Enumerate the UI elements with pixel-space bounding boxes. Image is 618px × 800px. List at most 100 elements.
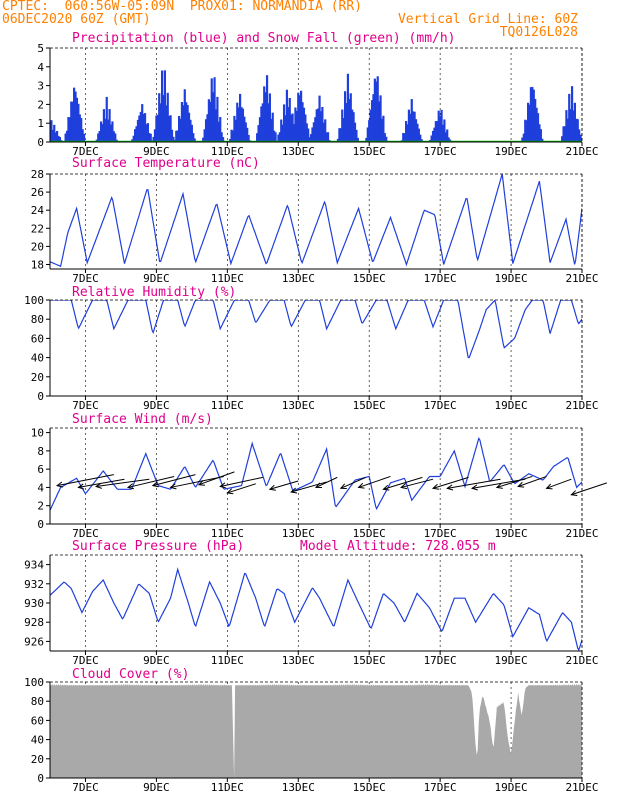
precip-bar	[143, 113, 147, 142]
precip-bar	[185, 102, 188, 142]
wind-arrow	[340, 476, 366, 489]
precip-bar	[576, 119, 579, 142]
x-tick-label: 15DEC	[353, 654, 386, 667]
x-tick-label: 17DEC	[424, 781, 457, 794]
precip-bar	[71, 101, 74, 142]
x-tick-label: 7DEC	[72, 781, 99, 794]
precip-bar	[172, 136, 175, 142]
precip-bar	[216, 96, 219, 142]
precip-bar	[528, 104, 531, 142]
precip-bar	[291, 113, 294, 142]
precip-bar	[246, 127, 249, 142]
precip-bar	[82, 133, 86, 142]
precip-bar	[263, 86, 266, 142]
wind-arrow-head	[545, 483, 553, 490]
precip-bar	[352, 112, 355, 142]
precip-bar	[302, 107, 306, 142]
y-tick-label: 8	[37, 445, 44, 458]
precip-bar	[410, 99, 413, 142]
y-tick-label: 60	[31, 332, 44, 345]
series-line	[50, 300, 582, 359]
x-tick-label: 11DEC	[211, 527, 244, 540]
wind-arrow	[546, 478, 572, 489]
precip-bar	[108, 109, 111, 142]
precip-bar	[158, 93, 161, 142]
precip-bar	[273, 130, 276, 142]
precip-bar	[365, 137, 368, 142]
y-tick-label: 80	[31, 695, 44, 708]
precip-bar	[114, 133, 117, 142]
cloud-area	[50, 683, 582, 778]
wind-arrow	[127, 475, 175, 488]
x-tick-label: 9DEC	[143, 145, 170, 158]
precip-bar	[112, 131, 115, 142]
precip-bar	[532, 89, 535, 142]
wind-arrow-head	[55, 481, 64, 488]
panel-2	[46, 299, 583, 400]
precip-bar	[220, 132, 223, 142]
precip-bar	[136, 119, 140, 142]
precip-bar	[204, 119, 208, 142]
wind-arrow	[152, 474, 196, 487]
wind-arrow	[56, 474, 114, 487]
wind-arrow	[383, 476, 423, 490]
precip-bar	[256, 133, 259, 142]
panel-title: Surface Pressure (hPa)	[72, 539, 244, 554]
precip-bar	[241, 108, 245, 142]
precip-bar	[404, 121, 408, 142]
panel-4	[46, 554, 583, 655]
precip-bar	[406, 124, 409, 142]
precip-bar	[80, 118, 83, 142]
precip-bar	[297, 92, 300, 142]
y-tick-label: 3	[37, 80, 44, 93]
precip-bar	[233, 115, 236, 142]
y-tick-label: 20	[31, 371, 44, 384]
precip-bar	[322, 122, 325, 142]
x-tick-label: 9DEC	[143, 272, 170, 285]
precip-bar	[65, 130, 69, 142]
panel-0	[46, 47, 583, 146]
precip-bar	[175, 130, 178, 142]
precip-bar	[531, 86, 534, 142]
wind-arrow-head	[219, 482, 227, 489]
y-tick-label: 5	[37, 42, 44, 55]
precip-bar	[319, 111, 323, 142]
precip-bar	[443, 119, 446, 142]
precip-bar	[243, 116, 246, 142]
precip-bar	[382, 115, 385, 142]
wind-arrow-head	[126, 483, 134, 490]
precip-bar	[413, 111, 416, 142]
precip-bar	[209, 101, 212, 142]
precip-bar	[98, 131, 101, 142]
wind-arrow-head	[226, 488, 234, 495]
precip-bar	[214, 109, 218, 142]
station-info: CPTEC: 060:56W-05:09N PROX01: NORMANDIA …	[2, 0, 363, 14]
precip-bar	[58, 137, 62, 142]
precip-bar	[342, 117, 345, 142]
wind-arrow-head	[314, 482, 323, 488]
wind-arrow-head	[570, 490, 578, 496]
precip-bar	[105, 96, 108, 142]
x-tick-label: 19DEC	[495, 272, 528, 285]
series-line	[50, 174, 582, 268]
precip-bar	[539, 129, 542, 142]
precip-bar	[379, 95, 382, 142]
precip-bar	[521, 137, 524, 142]
x-tick-label: 17DEC	[424, 145, 457, 158]
precip-bar	[529, 87, 533, 142]
precip-bar	[568, 93, 571, 142]
precip-bar	[277, 134, 280, 142]
wind-arrow-head	[197, 480, 205, 486]
precip-bar	[325, 132, 328, 142]
x-tick-label: 21DEC	[565, 272, 598, 285]
precip-bar	[111, 121, 114, 142]
precip-bar	[179, 118, 182, 142]
x-tick-label: 15DEC	[353, 272, 386, 285]
precip-bar	[244, 122, 247, 142]
precip-bar	[436, 121, 439, 142]
precip-bar	[341, 109, 344, 142]
y-tick-label: 100	[24, 294, 44, 307]
precip-bar	[324, 119, 327, 142]
precip-bar	[440, 109, 443, 142]
